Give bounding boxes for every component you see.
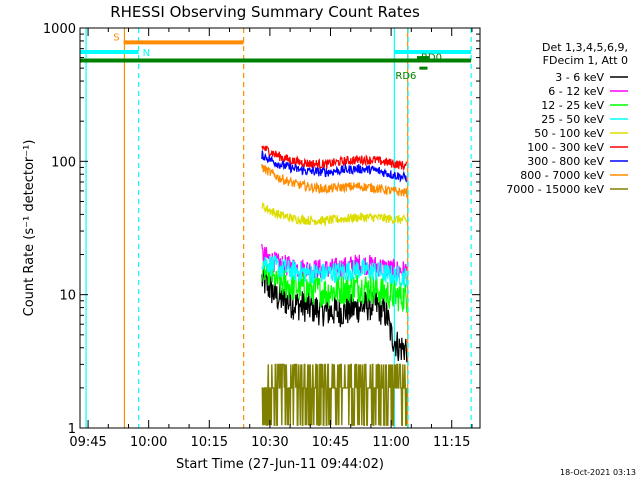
legend-entry-3: 25 - 50 keV bbox=[541, 113, 604, 126]
axes: 1 10 100 1000 09:45 10:00 10:15 10:30 10:45 11:00… bbox=[43, 22, 481, 450]
series-line-2 bbox=[261, 261, 408, 313]
legend-entry-2: 12 - 25 keV bbox=[541, 99, 604, 112]
flag-label-s: S bbox=[113, 32, 119, 43]
x-tick-label-2: 10:15 bbox=[191, 435, 228, 450]
flag-label-rd6: RD6 bbox=[395, 71, 416, 82]
series-group bbox=[261, 145, 408, 426]
flag-label-n: N bbox=[143, 48, 150, 59]
vertical-markers bbox=[85, 28, 472, 428]
legend-entry-1: 6 - 12 keV bbox=[548, 85, 604, 98]
legend-entry-6: 300 - 800 keV bbox=[527, 155, 604, 168]
legend-header-0: Det 1,3,4,5,6,9, bbox=[542, 41, 628, 54]
series-line-8 bbox=[261, 363, 408, 426]
x-tick-label-5: 11:00 bbox=[372, 435, 409, 450]
legend-entry-5: 100 - 300 keV bbox=[527, 141, 604, 154]
x-tick-label-1: 10:00 bbox=[130, 435, 167, 450]
x-tick-label-4: 10:45 bbox=[312, 435, 349, 450]
series-line-3 bbox=[261, 255, 408, 288]
chart-title: RHESSI Observing Summary Count Rates bbox=[110, 3, 420, 21]
y-tick-label-2: 100 bbox=[51, 155, 76, 170]
series-line-6 bbox=[261, 150, 407, 183]
flag-label-rd0: RD0 bbox=[421, 53, 442, 64]
x-axis-label: Start Time (27-Jun-11 09:44:02) bbox=[176, 457, 384, 472]
legend-entry-8: 7000 - 15000 keV bbox=[506, 183, 604, 196]
plot-frame bbox=[79, 27, 481, 429]
series-line-0 bbox=[261, 265, 408, 363]
legend-entry-7: 800 - 7000 keV bbox=[520, 169, 604, 182]
legend-entry-4: 50 - 100 keV bbox=[534, 127, 604, 140]
flag-bars: S N RD0 RD6 bbox=[80, 32, 472, 82]
legend-entry-0: 3 - 6 keV bbox=[555, 71, 604, 84]
x-tick-label-3: 10:30 bbox=[251, 435, 288, 450]
timestamp: 18-Oct-2021 03:13 bbox=[560, 468, 636, 477]
legend-header-1: FDecim 1, Att 0 bbox=[543, 54, 628, 67]
x-tick-label-6: 11:15 bbox=[433, 435, 470, 450]
y-tick-label-3: 1000 bbox=[43, 22, 76, 37]
series-line-5 bbox=[261, 145, 408, 172]
legend: Det 1,3,4,5,6,9,FDecim 1, Att 0 3 - 6 keV… bbox=[506, 41, 628, 196]
y-tick-label-1: 10 bbox=[59, 289, 76, 304]
x-tick-label-0: 09:45 bbox=[69, 435, 106, 450]
series-line-4 bbox=[261, 202, 408, 228]
series-line-7 bbox=[261, 163, 408, 198]
y-axis-label: Count Rate (s⁻¹ detector⁻¹) bbox=[22, 140, 37, 317]
y-tick-label-0: 1 bbox=[68, 422, 76, 437]
